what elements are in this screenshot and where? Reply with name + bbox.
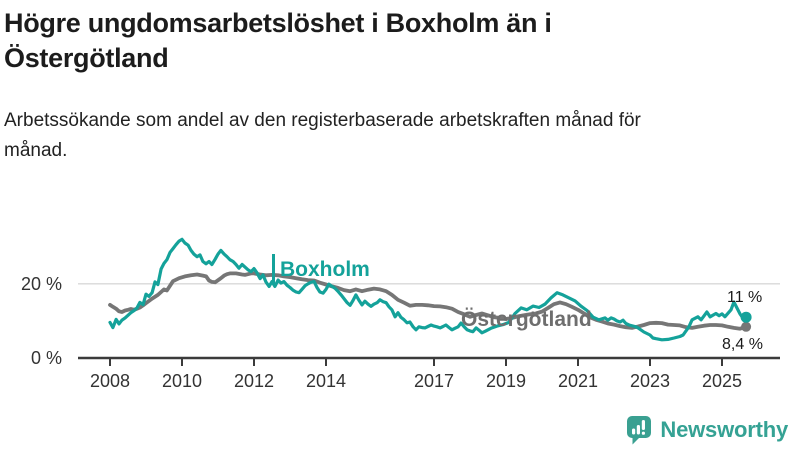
y-axis-label-20: 20 % (21, 274, 62, 294)
x-tick-label-2008: 2008 (90, 371, 130, 391)
x-tick-label-2021: 2021 (558, 371, 598, 391)
title-line-1: Högre ungdomsarbetslöshet i Boxholm än i (4, 8, 552, 38)
y-axis-label-0: 0 % (31, 348, 62, 368)
title-line-2: Östergötland (4, 43, 169, 74)
series-line-boxholm (108, 237, 748, 342)
chart-title: Högre ungdomsarbetslöshet i Boxholm än i… (0, 6, 714, 76)
series-label-boxholm: Boxholm (272, 254, 370, 284)
series-line-ostergotland (108, 271, 748, 331)
chart-subtitle: Arbetssökande som andel av den registerb… (0, 106, 694, 165)
x-tick-label-2023: 2023 (630, 371, 670, 391)
x-tick-label-2014: 2014 (306, 371, 346, 391)
x-tick-label-2012: 2012 (234, 371, 274, 391)
end-dot-ostergotland (741, 321, 752, 332)
series-label-boxholm-text: Boxholm (280, 257, 370, 281)
series-label-ostergotland: Östergötland (461, 309, 592, 330)
end-value-label-boxholm: 11 % (727, 289, 763, 306)
newsworthy-logo[interactable]: Newsworthy (626, 414, 788, 446)
end-dot-boxholm (740, 311, 752, 323)
subtitle-line-2: för månad. (4, 110, 641, 161)
x-tick-label-2010: 2010 (162, 371, 202, 391)
subtitle-line-1: Arbetssökande som andel av den registerb… (4, 110, 614, 132)
x-tick-label-2025: 2025 (702, 371, 742, 391)
bar-chart-speech-bubble-icon (627, 416, 652, 445)
series-label-ostergotland-text: Östergötland (461, 308, 592, 331)
x-tick-label-2019: 2019 (486, 371, 526, 391)
newsworthy-wordmark: Newsworthy (660, 417, 788, 442)
end-value-label-ostergotland: 8,4 % (722, 336, 763, 353)
x-tick-label-2017: 2017 (414, 371, 454, 391)
